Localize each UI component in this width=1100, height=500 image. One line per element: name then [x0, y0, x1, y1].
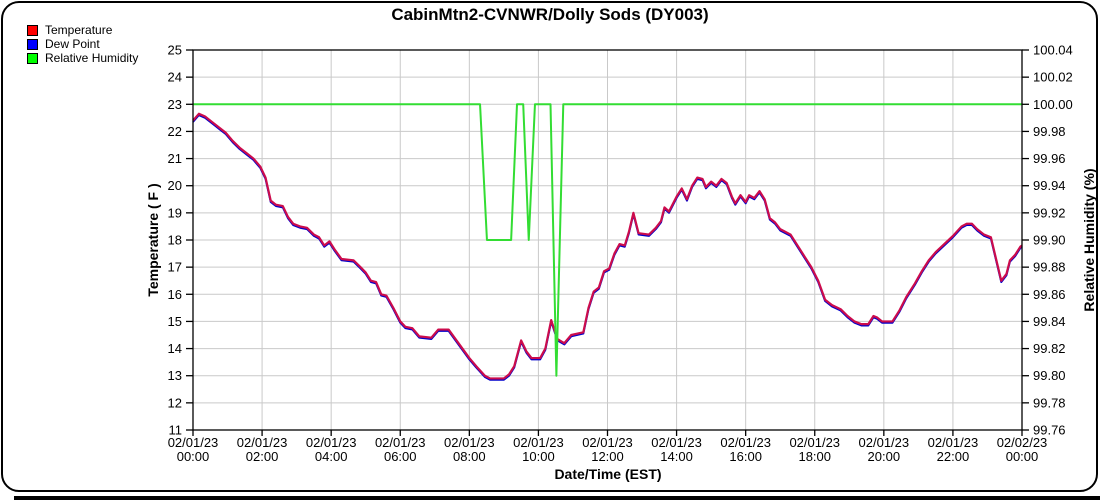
- right-tick-label: 99.98: [1033, 124, 1066, 139]
- right-tick-label: 100.04: [1033, 43, 1073, 58]
- right-tick-label: 99.80: [1033, 368, 1066, 383]
- x-tick-date: 02/02/23: [997, 435, 1048, 450]
- x-tick-time: 00:00: [1006, 449, 1039, 464]
- left-tick-label: 12: [168, 395, 182, 410]
- left-tick-label: 16: [168, 287, 182, 302]
- x-tick-date: 02/01/23: [513, 435, 564, 450]
- x-tick-time: 10:00: [522, 449, 555, 464]
- legend-item-relative-humidity: Relative Humidity: [27, 51, 138, 65]
- x-tick-time: 20:00: [868, 449, 901, 464]
- left-tick-label: 21: [168, 151, 182, 166]
- left-tick-label: 19: [168, 205, 182, 220]
- right-tick-label: 99.96: [1033, 151, 1066, 166]
- legend-label-relative-humidity: Relative Humidity: [45, 51, 139, 65]
- x-tick-time: 22:00: [937, 449, 970, 464]
- right-tick-label: 100.00: [1033, 97, 1073, 112]
- x-tick-time: 04:00: [315, 449, 348, 464]
- x-tick-date: 02/01/23: [306, 435, 357, 450]
- x-tick-date: 02/01/23: [375, 435, 426, 450]
- left-tick-label: 22: [168, 124, 182, 139]
- left-tick-label: 14: [168, 341, 182, 356]
- left-axis-title: Temperature ( F ): [145, 183, 161, 296]
- x-tick-time: 02:00: [246, 449, 279, 464]
- chart-title: CabinMtn2-CVNWR/Dolly Sods (DY003): [391, 5, 709, 24]
- x-tick-date: 02/01/23: [444, 435, 495, 450]
- x-tick-date: 02/01/23: [928, 435, 979, 450]
- left-tick-label: 17: [168, 260, 182, 275]
- x-tick-time: 06:00: [384, 449, 417, 464]
- left-tick-label: 18: [168, 233, 182, 248]
- left-tick-label: 11: [169, 423, 183, 438]
- x-tick-date: 02/01/23: [720, 435, 771, 450]
- x-tick-time: 14:00: [660, 449, 693, 464]
- left-tick-label: 15: [168, 314, 182, 329]
- right-tick-label: 99.84: [1033, 314, 1066, 329]
- x-tick-date: 02/01/23: [789, 435, 840, 450]
- x-tick-time: 00:00: [177, 449, 210, 464]
- right-axis-title: Relative Humidity (%): [1081, 168, 1097, 311]
- right-tick-label: 99.88: [1033, 260, 1066, 275]
- chart-frame: [1, 1, 1098, 492]
- relative-humidity-line: [193, 103, 1022, 377]
- window-bottom-edge: [14, 496, 1100, 500]
- right-tick-label: 99.90: [1033, 233, 1066, 248]
- legend-label-dew-point: Dew Point: [45, 37, 100, 51]
- x-tick-time: 16:00: [729, 449, 762, 464]
- x-axis-title: Date/Time (EST): [554, 466, 661, 482]
- legend-item-temperature: Temperature: [27, 23, 138, 37]
- x-tick-date: 02/01/23: [582, 435, 633, 450]
- temperature-line: [192, 112, 1023, 380]
- legend-swatch-relative-humidity: [27, 52, 38, 64]
- legend-swatch-dew-point: [27, 38, 38, 50]
- right-tick-label: 99.92: [1033, 205, 1066, 220]
- legend-label-temperature: Temperature: [45, 23, 113, 37]
- legend-swatch-temperature: [27, 24, 38, 36]
- x-tick-date: 02/01/23: [168, 435, 219, 450]
- right-tick-label: 100.02: [1033, 70, 1073, 85]
- x-tick-time: 12:00: [591, 449, 624, 464]
- right-tick-label: 99.78: [1033, 395, 1066, 410]
- left-tick-label: 24: [168, 70, 182, 85]
- x-tick-date: 02/01/23: [237, 435, 288, 450]
- x-tick-time: 08:00: [453, 449, 486, 464]
- left-tick-label: 23: [168, 97, 182, 112]
- left-tick-label: 13: [168, 368, 182, 383]
- legend: Temperature Dew Point Relative Humidity: [27, 23, 138, 65]
- left-tick-label: 25: [168, 43, 182, 58]
- legend-item-dew-point: Dew Point: [27, 37, 138, 51]
- right-tick-label: 99.82: [1033, 341, 1066, 356]
- right-tick-label: 99.76: [1033, 423, 1066, 438]
- right-tick-label: 99.94: [1033, 178, 1066, 193]
- x-tick-date: 02/01/23: [651, 435, 702, 450]
- left-tick-label: 20: [168, 178, 182, 193]
- right-tick-label: 99.86: [1033, 287, 1066, 302]
- x-tick-time: 18:00: [798, 449, 831, 464]
- x-tick-date: 02/01/23: [859, 435, 910, 450]
